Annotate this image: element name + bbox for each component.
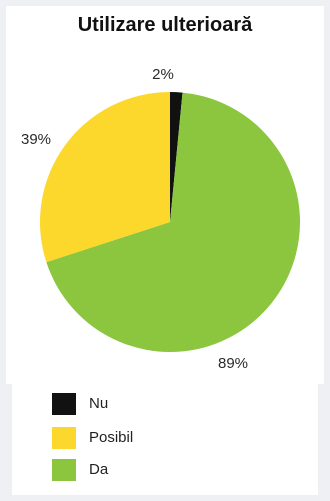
legend-label-da: Da (89, 461, 109, 478)
slice-label-posibil: 39% (21, 131, 51, 148)
slice-label-da: 89% (218, 355, 248, 372)
chart-title: Utilizare ulterioară (77, 14, 253, 36)
pie-slice-posibil (39, 92, 171, 263)
legend-label-posibil: Posibil (89, 429, 134, 446)
pie-slice-da (46, 92, 301, 353)
legend-swatch-nu (52, 393, 76, 415)
slice-label-nu: 2% (152, 66, 174, 83)
legend-swatch-da (52, 459, 76, 481)
pie-slice-nu (170, 92, 183, 222)
legend-swatch-posibil (52, 427, 76, 449)
legend-label-nu: Nu (89, 395, 109, 412)
